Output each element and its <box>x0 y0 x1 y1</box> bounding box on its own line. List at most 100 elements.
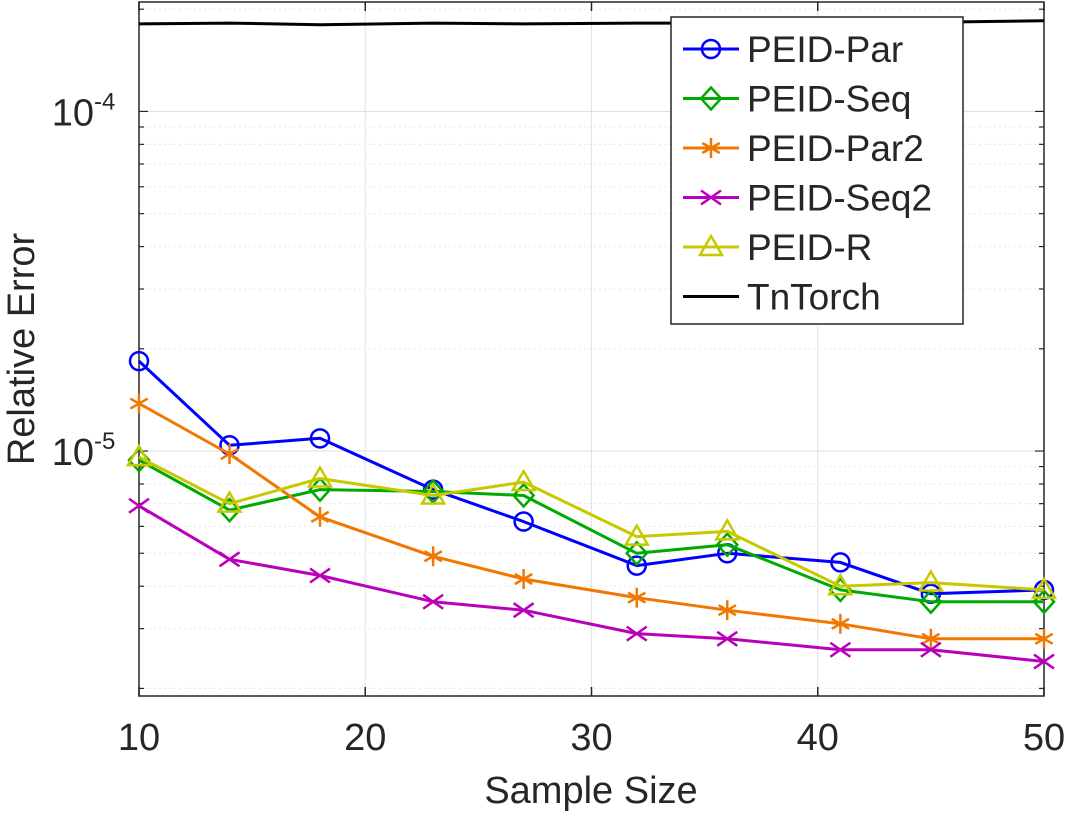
data-point-peid-r <box>827 572 854 596</box>
data-point-peid-r <box>216 490 243 513</box>
data-point-peid-seq <box>625 540 649 567</box>
y-tick-label: 10 -4 <box>52 88 116 134</box>
series-peid-par <box>128 350 1055 605</box>
data-point-peid-seq2 <box>309 567 331 584</box>
data-point-peid-par <box>128 350 150 372</box>
data-point-peid-r <box>623 523 650 546</box>
x-tick-label: 10 <box>118 717 160 759</box>
marker-stroke <box>717 604 737 617</box>
data-point-peid-par2 <box>921 628 941 649</box>
data-point-peid-par2 <box>1034 628 1054 649</box>
series-layer <box>125 19 1058 670</box>
data-point-peid-seq <box>511 482 536 509</box>
data-point-peid-par2 <box>831 613 850 634</box>
marker-stroke <box>218 551 241 568</box>
data-point-peid-seq <box>715 531 739 558</box>
series-peid-seq2 <box>128 497 1055 670</box>
grid <box>138 2 1045 696</box>
legend-label: PEID-Seq2 <box>747 178 932 219</box>
data-point-peid-seq2 <box>422 593 444 610</box>
y-tick-label-base: 10 <box>52 432 94 474</box>
series-line-peid-seq2 <box>138 504 1045 663</box>
legend-box <box>670 16 964 325</box>
legend-label: PEID-Par <box>747 29 903 70</box>
x-tick-label: 40 <box>797 717 839 759</box>
data-point-peid-seq2 <box>128 497 150 514</box>
y-tick-label-exponent: -5 <box>94 428 115 455</box>
data-point-peid-seq2 <box>829 641 852 658</box>
y-tick-label-exponent: -4 <box>94 88 115 115</box>
series-peid-r <box>125 443 1058 600</box>
marker-stroke <box>831 617 850 630</box>
data-point-peid-par <box>830 552 851 573</box>
marker-stroke <box>627 591 647 604</box>
legend-entry-peid-r: PEID-R <box>683 227 872 268</box>
data-point-peid-par2 <box>717 600 737 621</box>
marker-stroke <box>700 189 722 206</box>
marker-stroke <box>829 641 852 658</box>
legend-entry-peid-par: PEID-Par <box>683 29 903 70</box>
y-tick-labels: 10-510-4 <box>52 88 116 474</box>
x-axis-label: Sample Size <box>484 770 697 812</box>
data-point-peid-seq2 <box>218 551 241 568</box>
legend: PEID-Par PEID-Seq PEID-Par2 PEID-Seq2 PEID-R… <box>670 16 964 325</box>
data-point-peid-r <box>419 481 447 505</box>
data-point-peid-seq2 <box>716 630 738 647</box>
marker-stroke <box>423 550 443 563</box>
data-point-peid-seq <box>919 588 943 615</box>
data-point-peid-seq2 <box>626 625 648 642</box>
data-point-peid-par2 <box>129 393 149 414</box>
marker-stroke <box>310 510 330 523</box>
data-point-peid-seq2 <box>1033 653 1055 670</box>
x-tick-label: 20 <box>344 717 386 759</box>
data-point-peid-r <box>125 443 153 467</box>
marker-stroke <box>701 141 721 155</box>
data-point-peid-par2 <box>423 546 443 567</box>
series-line-peid-par <box>137 360 1045 596</box>
marker-stroke <box>422 593 444 610</box>
marker-stroke <box>514 572 533 586</box>
marker-stroke <box>1033 653 1055 670</box>
data-point-peid-par <box>309 428 331 449</box>
y-axis-label: Relative Error <box>1 233 43 466</box>
marker-stroke <box>129 397 149 410</box>
data-point-peid-r <box>714 517 741 541</box>
data-point-peid-seq2 <box>512 602 535 619</box>
marker-stroke <box>512 602 535 619</box>
marker-stroke <box>128 497 150 514</box>
legend-entry-tntorch: TnTorch <box>683 277 881 318</box>
data-point-peid-par <box>513 511 534 532</box>
marker-stroke <box>1034 632 1054 645</box>
marker-stroke <box>309 567 331 584</box>
data-point-peid-par <box>626 555 647 576</box>
series-line-peid-r <box>138 455 1045 592</box>
legend-label: PEID-R <box>747 227 872 268</box>
x-tick-label: 50 <box>1023 717 1065 759</box>
data-point-peid-seq2 <box>920 641 942 658</box>
series-line-peid-par2 <box>138 402 1044 641</box>
y-tick-label-base: 10 <box>52 92 94 134</box>
legend-label: TnTorch <box>747 277 881 318</box>
marker-stroke <box>921 632 941 645</box>
series-peid-par2 <box>129 393 1054 649</box>
legend-entry-peid-seq: PEID-Seq <box>683 79 912 120</box>
legend-label: PEID-Par2 <box>747 128 924 169</box>
data-point-peid-r <box>306 465 334 488</box>
legend-marker <box>700 38 722 60</box>
data-point-peid-par2 <box>310 506 330 527</box>
data-point-peid-r <box>917 569 945 592</box>
marker-stroke <box>626 625 648 642</box>
data-point-peid-par2 <box>514 569 533 590</box>
data-point-peid-r <box>1030 576 1058 600</box>
marker-stroke <box>920 641 942 658</box>
legend-label: PEID-Seq <box>747 79 912 120</box>
data-point-peid-r <box>510 468 537 492</box>
data-point-peid-par2 <box>220 444 239 465</box>
legend-entry-peid-seq2: PEID-Seq2 <box>683 178 932 219</box>
legend-marker <box>700 189 722 206</box>
legend-marker <box>699 85 723 112</box>
legend-entry-peid-par2: PEID-Par2 <box>683 128 924 169</box>
legend-marker <box>701 138 721 158</box>
series-line-peid-seq <box>138 458 1044 604</box>
